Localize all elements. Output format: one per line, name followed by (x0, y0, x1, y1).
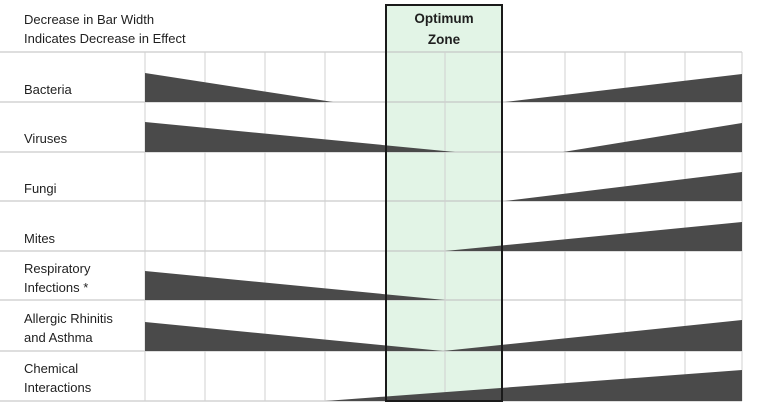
viruses-right-wedge (563, 123, 742, 152)
mites-right-wedge (445, 222, 742, 251)
bacteria-left-wedge (145, 73, 333, 102)
row-label-line: Viruses (24, 131, 68, 146)
row-label-respiratory-infections: Respiratory Infections * (24, 259, 90, 297)
row-label-line: Mites (24, 231, 56, 246)
row-label-viruses: Viruses (24, 129, 67, 148)
effect-wedges (145, 73, 742, 401)
row-label-line: Bacteria (24, 82, 72, 97)
fungi-right-wedge (505, 172, 742, 201)
row-label-line: Allergic Rhinitis (24, 311, 113, 326)
row-label-line: Chemical (24, 361, 79, 376)
optimum-zone-band (386, 5, 502, 401)
legend-note-line-1: Decrease in Bar Width (24, 12, 155, 27)
row-label-fungi: Fungi (24, 179, 57, 198)
chemical-interactions-right-wedge (325, 370, 742, 401)
respiratory-infections-left-wedge (145, 271, 445, 300)
optimum-zone-border (385, 4, 503, 402)
bacteria-right-wedge (505, 74, 742, 102)
row-label-line: and Asthma (24, 330, 93, 345)
optimum-zone-title-line-1: Optimum (414, 11, 474, 26)
row-label-line: Fungi (24, 181, 57, 196)
viruses-left-wedge (145, 122, 455, 152)
row-label-mites: Mites (24, 229, 55, 248)
optimum-zone-title: Optimum Zone (386, 8, 502, 50)
optimum-zone-title-line-2: Zone (427, 32, 461, 47)
row-label-bacteria: Bacteria (24, 80, 72, 99)
row-label-line: Respiratory (24, 261, 91, 276)
row-label-line: Interactions (24, 380, 92, 395)
row-label-allergic-rhinitis-asthma: Allergic Rhinitis and Asthma (24, 309, 113, 347)
row-label-line: Infections * (24, 280, 89, 295)
row-label-chemical-interactions: Chemical Interactions (24, 359, 91, 397)
allergic-rhinitis-left-wedge (145, 322, 443, 351)
legend-note-line-2: Indicates Decrease in Effect (24, 31, 186, 46)
legend-note: Decrease in Bar Width Indicates Decrease… (24, 10, 186, 48)
allergic-rhinitis-right-wedge (443, 320, 742, 351)
